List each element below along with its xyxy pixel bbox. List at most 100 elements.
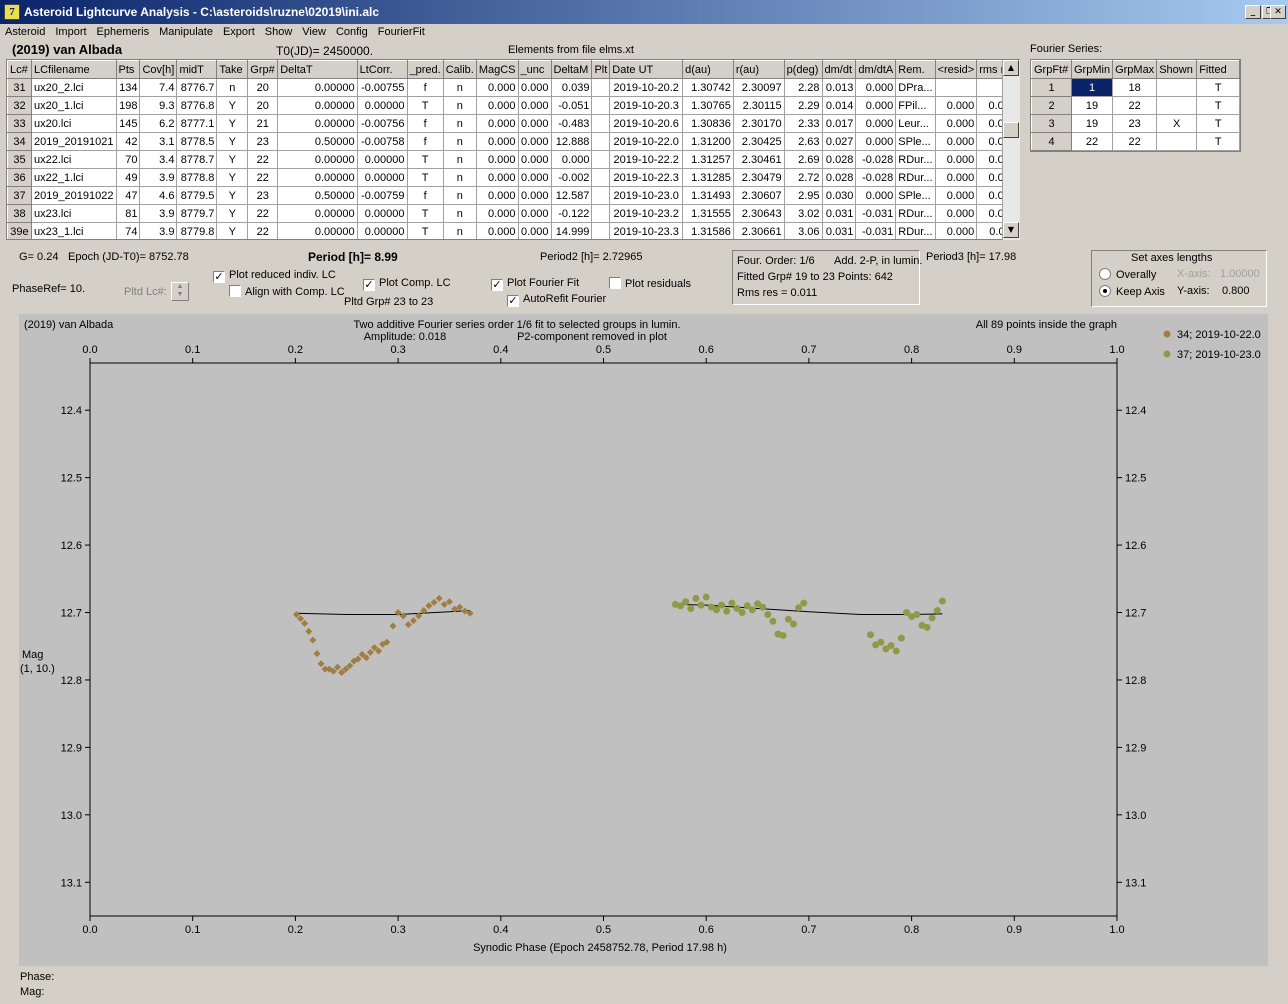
lc-cell[interactable]: 8778.8 bbox=[176, 168, 218, 187]
lc-table-row[interactable]: 32 ux20_1.lci 198 9.3 8776.8 Y 20 0.00000 0.0000… bbox=[7, 96, 1019, 115]
lc-cell[interactable]: 0.000 bbox=[855, 96, 897, 115]
lc-cell[interactable]: Y bbox=[216, 132, 249, 151]
lc-cell[interactable]: 0.000 bbox=[475, 96, 519, 115]
lc-cell[interactable]: 134 bbox=[115, 78, 141, 97]
lc-cell[interactable] bbox=[591, 150, 611, 169]
lc-cell[interactable] bbox=[934, 78, 978, 97]
fourier-cell[interactable]: 4 bbox=[1031, 132, 1072, 151]
lc-cell[interactable]: 38 bbox=[7, 204, 32, 223]
lc-cell[interactable]: 0.00000 bbox=[277, 204, 358, 223]
lc-cell[interactable]: f bbox=[406, 186, 444, 205]
lc-cell[interactable]: 0.028 bbox=[821, 168, 857, 187]
lc-cell[interactable]: 2.95 bbox=[783, 186, 823, 205]
lc-cell[interactable]: 0.000 bbox=[475, 186, 519, 205]
lc-cell[interactable]: 0.000 bbox=[517, 78, 552, 97]
lc-col-header[interactable]: Date UT bbox=[609, 60, 684, 79]
lc-cell[interactable]: Y bbox=[216, 96, 249, 115]
lc-col-header[interactable]: Lc# bbox=[7, 60, 32, 79]
lc-cell[interactable]: 12.587 bbox=[550, 186, 593, 205]
lc-cell[interactable]: T bbox=[406, 222, 444, 239]
lc-cell[interactable]: 1.31200 bbox=[682, 132, 734, 151]
lc-cell[interactable]: n bbox=[442, 222, 477, 239]
fourier-cell[interactable]: T bbox=[1196, 114, 1241, 133]
lc-cell[interactable]: n bbox=[442, 204, 477, 223]
lc-cell[interactable]: 2.72 bbox=[783, 168, 823, 187]
lc-cell[interactable]: Y bbox=[216, 186, 249, 205]
lc-cell[interactable]: 42 bbox=[115, 132, 141, 151]
lc-cell[interactable]: 0.027 bbox=[821, 132, 857, 151]
lc-cell[interactable]: 8779.7 bbox=[176, 204, 218, 223]
menu-manipulate[interactable]: Manipulate bbox=[159, 26, 213, 38]
lc-cell[interactable]: Y bbox=[216, 204, 249, 223]
fourier-col-header[interactable]: GrpMax bbox=[1112, 60, 1158, 79]
lc-cell[interactable]: -0.483 bbox=[550, 114, 593, 133]
lc-cell[interactable]: 32 bbox=[7, 96, 32, 115]
fourier-cell[interactable]: 18 bbox=[1112, 78, 1158, 97]
lc-cell[interactable]: n bbox=[442, 150, 477, 169]
lc-cell[interactable]: -0.002 bbox=[550, 168, 593, 187]
lc-cell[interactable]: n bbox=[442, 96, 477, 115]
lc-cell[interactable]: -0.00758 bbox=[356, 132, 408, 151]
lc-cell[interactable]: 0.028 bbox=[821, 150, 857, 169]
menu-fourierfit[interactable]: FourierFit bbox=[377, 26, 425, 38]
lc-cell[interactable]: 3.06 bbox=[783, 222, 823, 239]
lc-cell[interactable]: 3.9 bbox=[139, 222, 178, 239]
lc-cell[interactable]: 21 bbox=[247, 114, 279, 133]
lc-cell[interactable]: ux22.lci bbox=[30, 150, 117, 169]
lc-cell[interactable]: 33 bbox=[7, 114, 32, 133]
lc-cell[interactable]: 2019-10-22.0 bbox=[609, 132, 684, 151]
lc-cell[interactable]: 3.02 bbox=[783, 204, 823, 223]
lc-cell[interactable]: 2019-10-20.6 bbox=[609, 114, 684, 133]
lc-col-header[interactable]: dm/dt bbox=[821, 60, 857, 79]
lc-cell[interactable]: n bbox=[442, 114, 477, 133]
lc-cell[interactable]: ux22_1.lci bbox=[30, 168, 117, 187]
lc-col-header[interactable]: <resid> bbox=[934, 60, 978, 79]
lc-cell[interactable]: Y bbox=[216, 150, 249, 169]
lc-cell[interactable]: 0.00000 bbox=[277, 150, 358, 169]
x-axis-value[interactable]: 1.00000 bbox=[1220, 268, 1260, 280]
y-axis-value[interactable]: 0.800 bbox=[1222, 285, 1250, 297]
lc-cell[interactable]: 0.000 bbox=[934, 114, 978, 133]
lc-cell[interactable]: 12.888 bbox=[550, 132, 593, 151]
lc-cell[interactable]: 22 bbox=[247, 204, 279, 223]
lc-cell[interactable]: 49 bbox=[115, 168, 141, 187]
lc-cell[interactable] bbox=[591, 204, 611, 223]
lc-cell[interactable]: 1.31285 bbox=[682, 168, 734, 187]
lc-cell[interactable]: 0.00000 bbox=[277, 168, 358, 187]
lc-cell[interactable]: 1.31493 bbox=[682, 186, 734, 205]
lc-cell[interactable]: T bbox=[406, 204, 444, 223]
lc-cell[interactable]: 0.00000 bbox=[356, 168, 408, 187]
fourier-col-header[interactable]: Shown bbox=[1156, 60, 1198, 79]
lc-cell[interactable]: SPle... bbox=[895, 186, 936, 205]
lc-cell[interactable]: 0.50000 bbox=[277, 132, 358, 151]
lc-table-row[interactable]: 39e ux23_1.lci 74 3.9 8779.8 Y 22 0.00000 0.0000… bbox=[7, 222, 1019, 239]
scroll-thumb[interactable] bbox=[1003, 122, 1019, 138]
lc-cell[interactable]: 1.31555 bbox=[682, 204, 734, 223]
lc-cell[interactable]: 2019-10-23.0 bbox=[609, 186, 684, 205]
lc-cell[interactable]: 20 bbox=[247, 96, 279, 115]
lc-cell[interactable] bbox=[591, 132, 611, 151]
lc-cell[interactable]: -0.00756 bbox=[356, 114, 408, 133]
fourier-cell[interactable] bbox=[1156, 96, 1198, 115]
lc-cell[interactable]: 0.00000 bbox=[356, 150, 408, 169]
lc-cell[interactable]: 14.999 bbox=[550, 222, 593, 239]
lc-cell[interactable]: 31 bbox=[7, 78, 32, 97]
lc-cell[interactable]: 36 bbox=[7, 168, 32, 187]
lc-cell[interactable]: 2.30097 bbox=[732, 78, 785, 97]
lc-cell[interactable]: -0.122 bbox=[550, 204, 593, 223]
lc-cell[interactable]: 2.30607 bbox=[732, 186, 785, 205]
lc-cell[interactable]: ux23_1.lci bbox=[30, 222, 117, 239]
menu-export[interactable]: Export bbox=[222, 26, 255, 38]
lc-cell[interactable]: 2019-10-20.2 bbox=[609, 78, 684, 97]
lc-cell[interactable] bbox=[591, 168, 611, 187]
lc-cell[interactable]: 0.000 bbox=[934, 186, 978, 205]
lc-cell[interactable]: 47 bbox=[115, 186, 141, 205]
fourier-cell[interactable]: T bbox=[1196, 78, 1241, 97]
fourier-cell[interactable]: 3 bbox=[1031, 114, 1072, 133]
lc-cell[interactable]: 8778.7 bbox=[176, 150, 218, 169]
lc-table-row[interactable]: 36 ux22_1.lci 49 3.9 8778.8 Y 22 0.00000 0.00000… bbox=[7, 168, 1019, 187]
lc-cell[interactable]: n bbox=[442, 132, 477, 151]
lc-cell[interactable]: 23 bbox=[247, 132, 279, 151]
